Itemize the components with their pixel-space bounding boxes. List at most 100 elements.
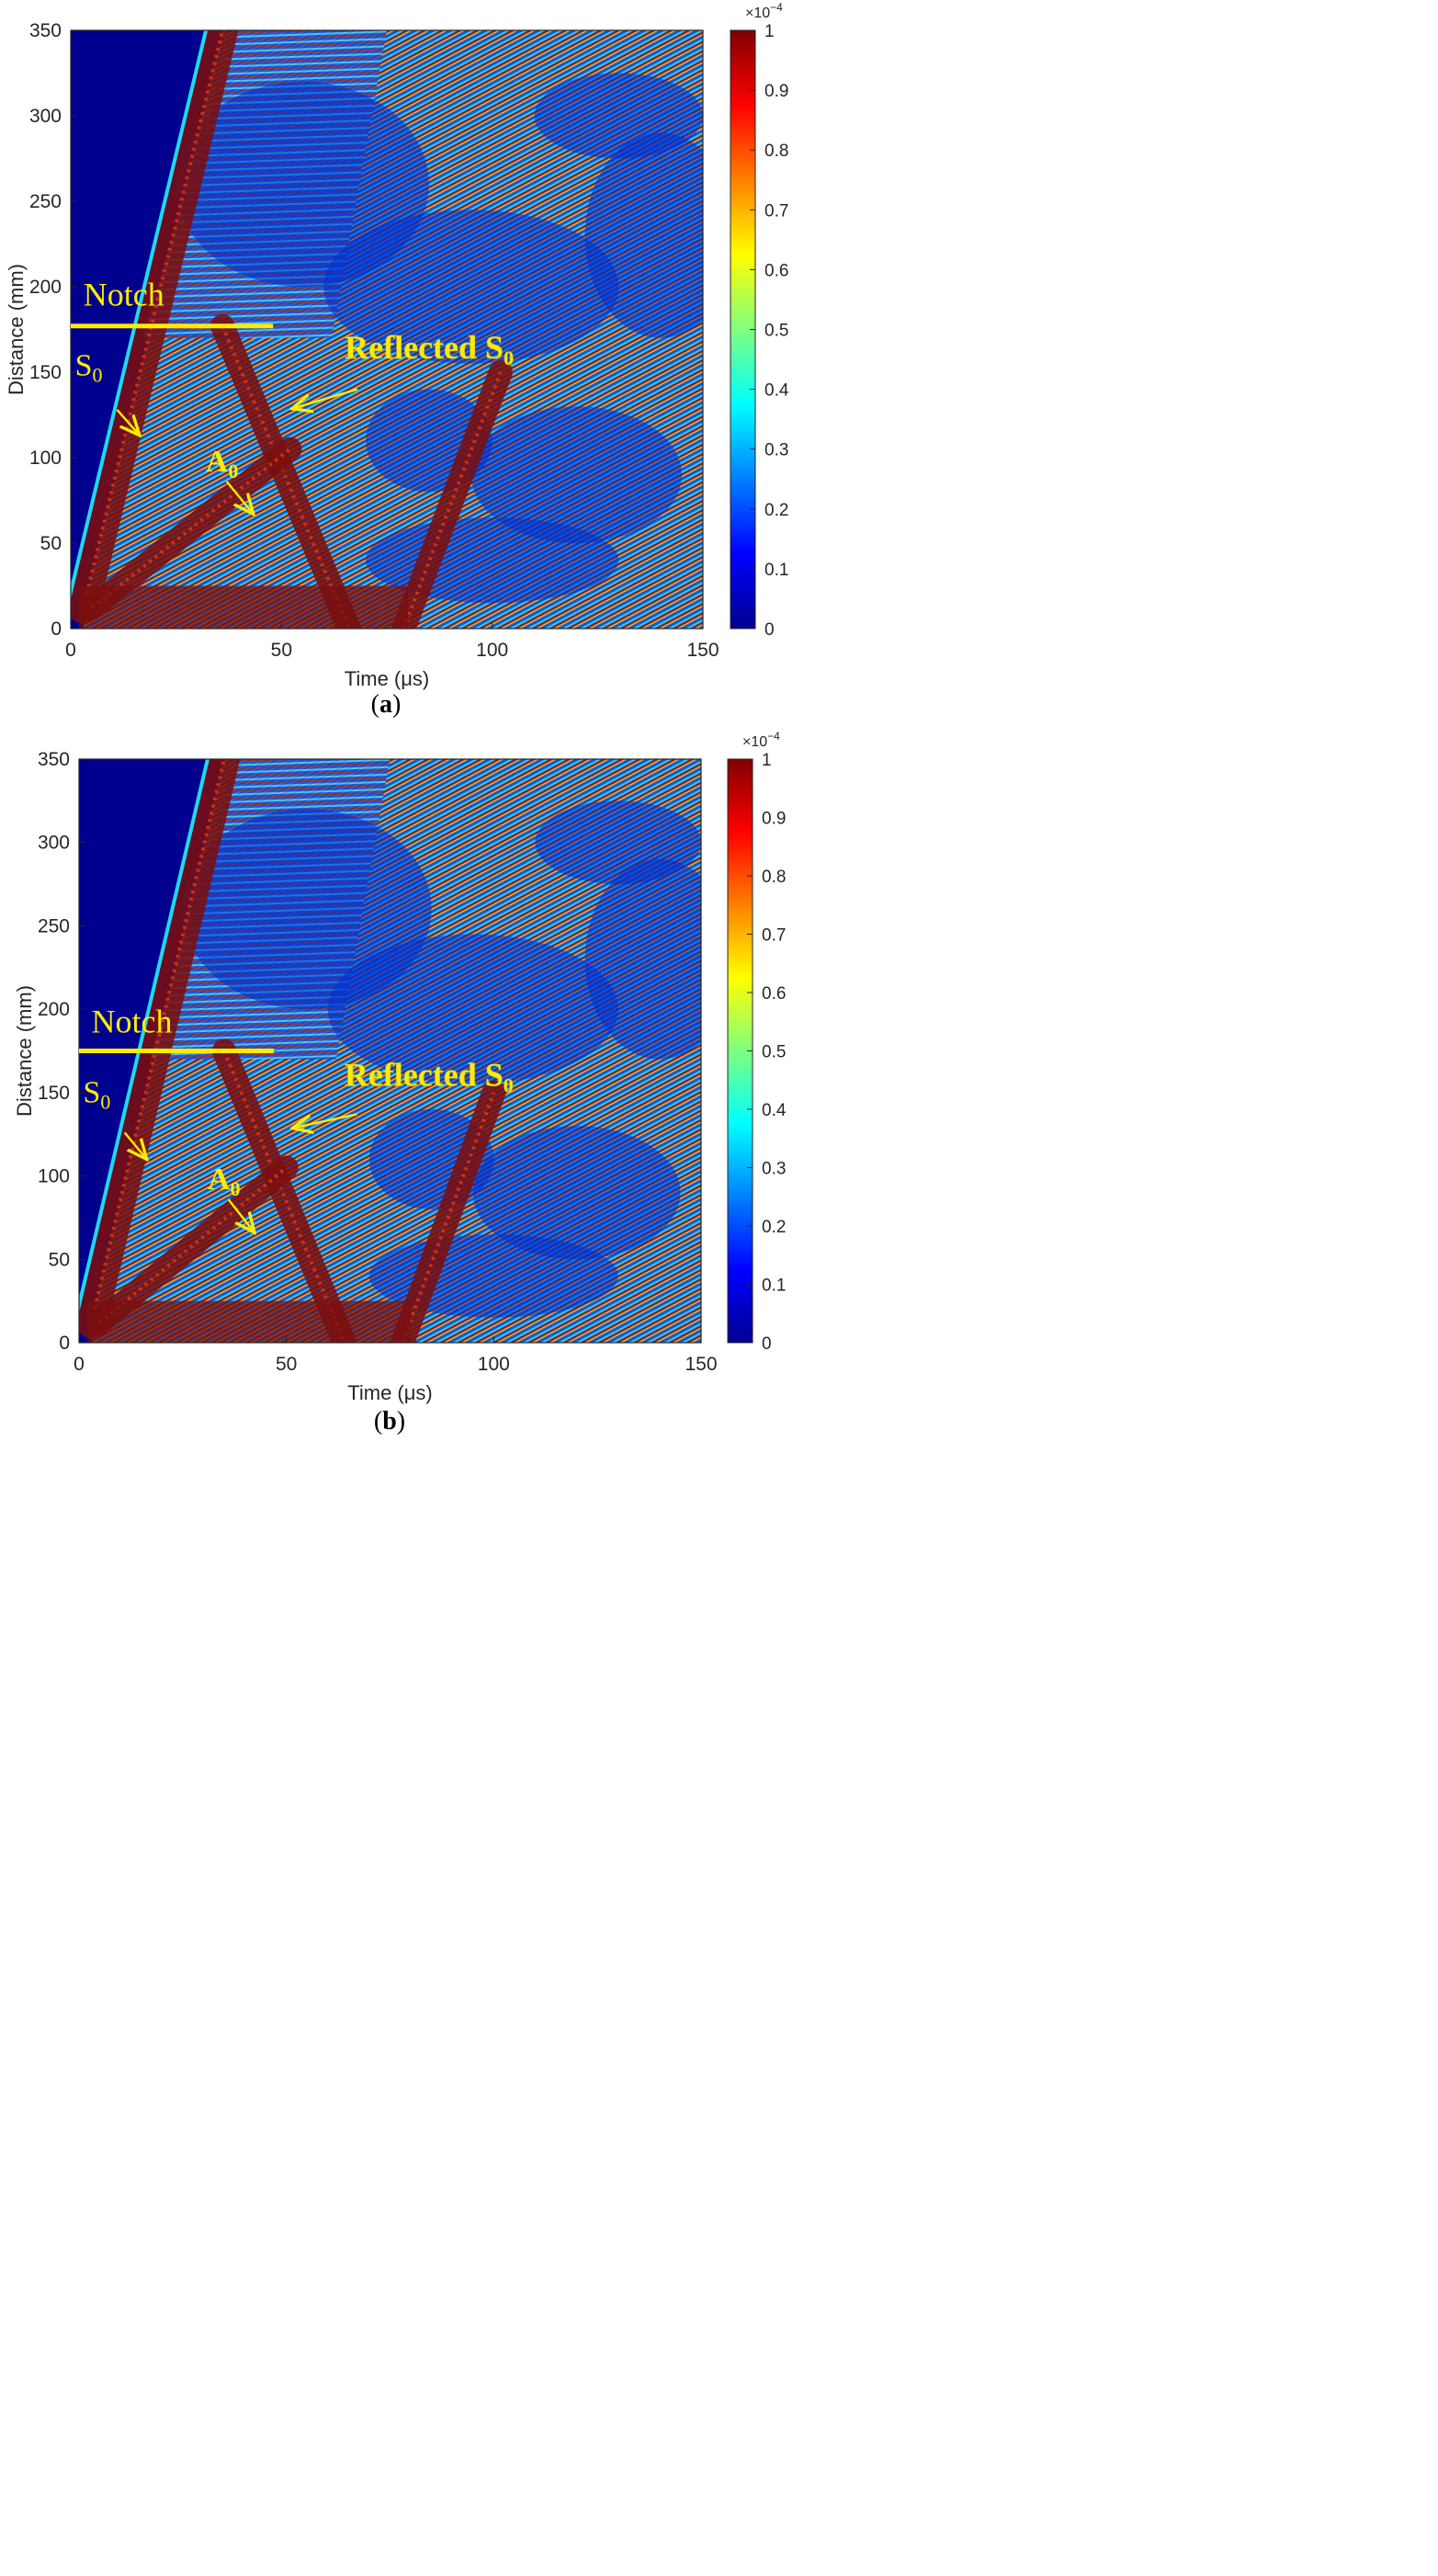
annotation-arrow xyxy=(116,409,138,434)
heatmap-field xyxy=(71,30,703,629)
x-tick-label: 150 xyxy=(686,640,719,661)
colorbar-tick-label: 1 xyxy=(764,22,775,41)
annotation-subscript: 0 xyxy=(230,1177,240,1200)
colorbar-multiplier-base: ×10 xyxy=(742,734,767,750)
panel-label-letter: b xyxy=(382,1407,397,1436)
x-axis-label: Time (μs) xyxy=(347,1381,433,1404)
wave-front-ripple xyxy=(402,371,503,629)
colorbar-tick-label: 0 xyxy=(762,1334,772,1354)
heatmap-blotch xyxy=(534,73,703,159)
annotation-arrow xyxy=(294,388,358,408)
annotation-subscript: 0 xyxy=(93,364,103,387)
y-tick-label: 200 xyxy=(38,999,70,1020)
wave-front-ripple xyxy=(90,448,291,610)
heatmap-blotch xyxy=(584,132,703,338)
colorbar-tick-label: 0.6 xyxy=(764,261,788,280)
panel-label-open: ( xyxy=(371,690,379,719)
panel-label-open: ( xyxy=(374,1407,382,1436)
y-tick-label: 100 xyxy=(29,448,62,469)
panel-label-letter: a xyxy=(379,690,392,719)
panel-label-close: ) xyxy=(392,690,401,719)
heatmap-blotch xyxy=(327,934,618,1084)
excitation-band xyxy=(79,585,408,629)
colorbar-tick-label: 0.9 xyxy=(764,82,788,101)
annotation-text: Notch xyxy=(92,1004,173,1040)
colorbar-tick-label: 0.5 xyxy=(762,1043,786,1062)
y-axis-label: Distance (mm) xyxy=(5,264,28,395)
annotation-text: Notch xyxy=(84,276,164,312)
annotation-arrow xyxy=(295,1113,357,1128)
colorbar-multiplier: ×10−4 xyxy=(745,1,783,21)
colorbar-tick-label: 0.2 xyxy=(762,1218,786,1237)
annotation-arrow xyxy=(227,1198,253,1231)
annotation-text: Reflected S xyxy=(345,1057,504,1094)
colorbar-tick-label: 0.7 xyxy=(762,926,786,946)
colorbar-tick-label: 0.1 xyxy=(764,561,788,580)
y-tick-label: 0 xyxy=(59,1333,70,1354)
x-tick-label: 100 xyxy=(478,1354,510,1375)
panel-label-close: ) xyxy=(397,1407,405,1436)
colorbar-tick-label: 0.8 xyxy=(762,868,786,887)
annotation-label: Notch xyxy=(84,276,164,312)
x-axis-label: Time (μs) xyxy=(345,667,430,690)
colorbar-multiplier-base: ×10 xyxy=(745,6,770,21)
y-tick-label: 300 xyxy=(38,833,70,854)
y-tick-label: 250 xyxy=(29,191,62,212)
annotation-subscript: 0 xyxy=(504,1074,514,1097)
annotation-text: A xyxy=(206,445,229,479)
annotation-subscript: 0 xyxy=(100,1091,110,1114)
y-tick-label: 250 xyxy=(38,915,70,936)
colorbar-tick-label: 0.2 xyxy=(764,501,788,520)
annotation-label: S0 xyxy=(84,1076,111,1114)
x-tick-label: 150 xyxy=(685,1354,717,1375)
annotation-label: Reflected S0 xyxy=(345,1057,514,1097)
y-tick-label: 100 xyxy=(38,1166,70,1187)
colorbar-tick-label: 0.3 xyxy=(762,1160,786,1179)
colorbar-tick-label: 0.6 xyxy=(762,984,786,1004)
colorbar-tick-label: 1 xyxy=(762,751,772,770)
annotation-text: Reflected S xyxy=(345,329,504,366)
colorbar-tick-label: 0.7 xyxy=(764,201,788,221)
excitation-band xyxy=(87,1300,412,1343)
wave-leading-edge xyxy=(71,30,209,600)
annotation-label: A0 xyxy=(208,1163,241,1200)
wave-front-ripple xyxy=(401,1092,496,1343)
y-tick-label: 0 xyxy=(51,618,62,640)
annotation-label: S0 xyxy=(75,349,103,387)
heatmap-blotch xyxy=(470,406,683,543)
y-tick-label: 350 xyxy=(29,20,62,41)
y-tick-label: 200 xyxy=(29,277,62,298)
colorbar-multiplier-exponent: −4 xyxy=(770,1,783,14)
colorbar-tick-label: 0.5 xyxy=(764,322,788,341)
annotation-subscript: 0 xyxy=(504,346,514,369)
y-tick-label: 150 xyxy=(29,362,62,383)
plot-frame xyxy=(70,29,704,630)
colorbar-tick-label: 0.3 xyxy=(764,441,788,460)
y-tick-label: 150 xyxy=(38,1083,70,1104)
x-tick-label: 0 xyxy=(74,1354,85,1375)
wave-front xyxy=(87,1155,299,1335)
wave-front-ripple xyxy=(89,759,226,1323)
colorbar-tick-label: 0.1 xyxy=(762,1277,786,1296)
heatmap-blotch xyxy=(584,858,701,1060)
colorbar-multiplier-exponent: −4 xyxy=(767,730,780,743)
annotation-text: S xyxy=(75,349,93,383)
annotation-text: A xyxy=(208,1163,231,1197)
wave-front-ripple xyxy=(222,1050,346,1343)
annotation-arrow xyxy=(225,481,253,512)
y-tick-label: 50 xyxy=(49,1249,70,1270)
x-tick-label: 100 xyxy=(476,640,508,661)
colorbar-tick-label: 0.4 xyxy=(762,1101,787,1120)
colorbar-tick-label: 0.9 xyxy=(762,810,786,829)
colorbar-tick-label: 0.8 xyxy=(764,142,788,161)
panel-label: (b) xyxy=(374,1407,405,1436)
y-axis-label: Distance (mm) xyxy=(13,985,36,1117)
heatmap-blotch xyxy=(472,1126,681,1260)
annotation-arrow xyxy=(123,1131,146,1157)
wave-front-ripple xyxy=(221,325,351,629)
y-tick-label: 300 xyxy=(29,106,62,127)
heatmap-blotch xyxy=(323,210,619,364)
annotation-label: Reflected S0 xyxy=(345,329,514,369)
